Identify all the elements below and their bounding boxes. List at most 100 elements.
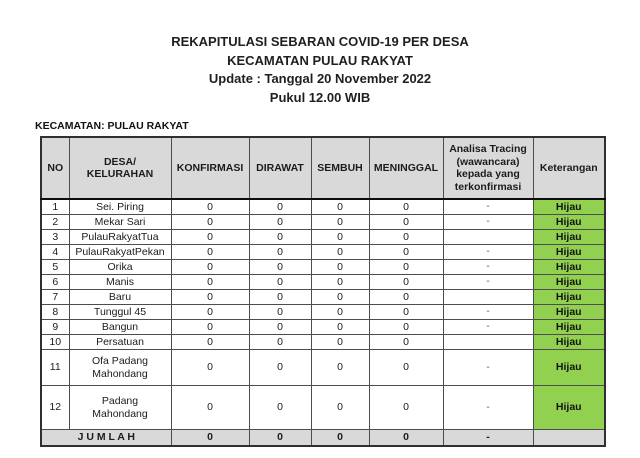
cell-no: 5 — [40, 259, 70, 275]
cell-dirawat: 0 — [248, 259, 312, 275]
table-row: 6 Manis 0 0 0 0 - Hijau — [40, 274, 606, 290]
cell-sembuh: 0 — [310, 349, 370, 386]
table-row: 5 Orika 0 0 0 0 - Hijau — [40, 259, 606, 275]
col-header-no: NO — [40, 136, 70, 200]
cell-desa: Sei. Piring — [68, 198, 172, 215]
cell-no: 8 — [40, 304, 70, 320]
cell-total-meninggal: 0 — [368, 429, 444, 447]
cell-analisa: - — [442, 259, 534, 275]
table-row: 4 PulauRakyatPekan 0 0 0 0 - Hijau — [40, 244, 606, 260]
cell-no: 6 — [40, 274, 70, 290]
col-header-desa: DESA/ KELURAHAN — [68, 136, 172, 200]
cell-desa: Ofa Padang Mahondang — [68, 349, 172, 386]
table-row: 10 Persatuan 0 0 0 0 Hijau — [40, 334, 606, 350]
report-title-block: REKAPITULASI SEBARAN COVID-19 PER DESA K… — [0, 33, 640, 107]
cell-desa: Mekar Sari — [68, 214, 172, 230]
cell-dirawat: 0 — [248, 385, 312, 430]
cell-sembuh: 0 — [310, 304, 370, 320]
covid-summary-table: NO DESA/ KELURAHAN KONFIRMASI DIRAWAT SE… — [40, 136, 606, 447]
cell-meninggal: 0 — [368, 319, 444, 335]
cell-meninggal: 0 — [368, 304, 444, 320]
col-header-konfirmasi: KONFIRMASI — [170, 136, 250, 200]
report-title-line-4: Pukul 12.00 WIB — [269, 89, 371, 105]
table-row: 3 PulauRakyatTua 0 0 0 0 Hijau — [40, 229, 606, 245]
cell-meninggal: 0 — [368, 259, 444, 275]
cell-konfirmasi: 0 — [170, 229, 250, 245]
cell-konfirmasi: 0 — [170, 244, 250, 260]
cell-keterangan: Hijau — [532, 229, 606, 245]
table-row: 8 Tunggul 45 0 0 0 0 - Hijau — [40, 304, 606, 320]
cell-konfirmasi: 0 — [170, 385, 250, 430]
cell-dirawat: 0 — [248, 319, 312, 335]
cell-dirawat: 0 — [248, 289, 312, 305]
cell-konfirmasi: 0 — [170, 289, 250, 305]
table-row: 1 Sei. Piring 0 0 0 0 - Hijau — [40, 198, 606, 215]
cell-analisa — [442, 229, 534, 245]
col-header-sembuh: SEMBUH — [310, 136, 370, 200]
cell-dirawat: 0 — [248, 274, 312, 290]
report-title-line-3: Update : Tanggal 20 November 2022 — [208, 71, 432, 86]
cell-no: 11 — [40, 349, 70, 386]
cell-sembuh: 0 — [310, 289, 370, 305]
cell-meninggal: 0 — [368, 274, 444, 290]
cell-meninggal: 0 — [368, 244, 444, 260]
cell-keterangan: Hijau — [532, 259, 606, 275]
cell-dirawat: 0 — [248, 244, 312, 260]
cell-konfirmasi: 0 — [170, 214, 250, 230]
cell-konfirmasi: 0 — [170, 304, 250, 320]
cell-keterangan: Hijau — [532, 334, 606, 350]
col-header-analisa-tracing: Analisa Tracing (wawancara) kepada yang … — [442, 136, 534, 200]
cell-desa: Orika — [68, 259, 172, 275]
cell-analisa: - — [442, 244, 534, 260]
cell-analisa: - — [442, 319, 534, 335]
cell-konfirmasi: 0 — [170, 259, 250, 275]
cell-desa: PulauRakyatTua — [68, 229, 172, 245]
cell-desa: Persatuan — [68, 334, 172, 350]
cell-keterangan: Hijau — [532, 304, 606, 320]
table-row: 7 Baru 0 0 0 0 Hijau — [40, 289, 606, 305]
cell-sembuh: 0 — [310, 214, 370, 230]
cell-meninggal: 0 — [368, 229, 444, 245]
cell-total-analisa: - — [442, 429, 534, 447]
cell-keterangan: Hijau — [532, 274, 606, 290]
cell-keterangan: Hijau — [532, 198, 606, 215]
table-header-row: NO DESA/ KELURAHAN KONFIRMASI DIRAWAT SE… — [40, 136, 606, 200]
cell-keterangan: Hijau — [532, 385, 606, 430]
cell-no: 7 — [40, 289, 70, 305]
cell-analisa: - — [442, 274, 534, 290]
cell-desa: Padang Mahondang — [68, 385, 172, 430]
cell-meninggal: 0 — [368, 385, 444, 430]
col-header-dirawat: DIRAWAT — [248, 136, 312, 200]
cell-keterangan: Hijau — [532, 289, 606, 305]
cell-desa: PulauRakyatPekan — [68, 244, 172, 260]
cell-sembuh: 0 — [310, 385, 370, 430]
cell-no: 9 — [40, 319, 70, 335]
cell-no: 1 — [40, 198, 70, 215]
cell-keterangan: Hijau — [532, 214, 606, 230]
cell-total-sembuh: 0 — [310, 429, 370, 447]
cell-dirawat: 0 — [248, 304, 312, 320]
cell-analisa: - — [442, 214, 534, 230]
cell-no: 10 — [40, 334, 70, 350]
cell-konfirmasi: 0 — [170, 274, 250, 290]
col-header-keterangan: Keterangan — [532, 136, 606, 200]
cell-dirawat: 0 — [248, 229, 312, 245]
cell-analisa: - — [442, 385, 534, 430]
col-header-meninggal: MENINGGAL — [368, 136, 444, 200]
cell-sembuh: 0 — [310, 198, 370, 215]
table-row: 2 Mekar Sari 0 0 0 0 - Hijau — [40, 214, 606, 230]
cell-desa: Baru — [68, 289, 172, 305]
table-total-row: J U M L A H 0 0 0 0 - — [40, 429, 606, 447]
cell-desa: Bangun — [68, 319, 172, 335]
cell-dirawat: 0 — [248, 349, 312, 386]
cell-no: 2 — [40, 214, 70, 230]
report-title-line-1: REKAPITULASI SEBARAN COVID-19 PER DESA — [171, 34, 469, 49]
cell-total-dirawat: 0 — [248, 429, 312, 447]
cell-keterangan: Hijau — [532, 349, 606, 386]
cell-no: 12 — [40, 385, 70, 430]
table-row: 9 Bangun 0 0 0 0 - Hijau — [40, 319, 606, 335]
cell-jumlah-label: J U M L A H — [40, 429, 172, 447]
cell-analisa: - — [442, 349, 534, 386]
cell-sembuh: 0 — [310, 334, 370, 350]
